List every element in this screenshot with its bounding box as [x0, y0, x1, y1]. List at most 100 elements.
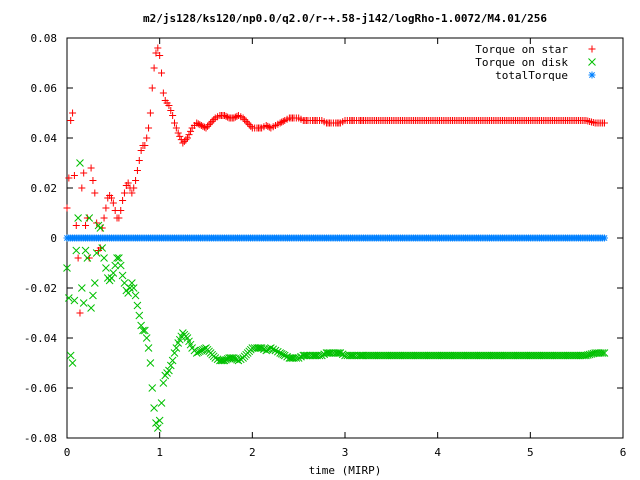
data-point — [115, 214, 123, 222]
data-point — [168, 356, 177, 365]
data-point — [457, 351, 466, 360]
data-point — [200, 123, 208, 131]
data-point — [324, 349, 332, 357]
data-point — [300, 351, 309, 360]
data-point — [376, 351, 385, 360]
legend-label: Torque on disk — [475, 56, 568, 69]
data-point — [150, 404, 158, 412]
x-tick-label: 1 — [156, 446, 163, 459]
data-point — [89, 177, 97, 184]
data-point — [124, 179, 132, 187]
data-point — [402, 351, 411, 360]
data-point — [556, 351, 564, 360]
data-point — [170, 119, 178, 127]
data-point — [437, 351, 446, 360]
data-point — [498, 351, 507, 360]
data-point — [394, 351, 403, 360]
data-point — [336, 349, 345, 357]
data-point — [422, 351, 431, 360]
data-point — [194, 120, 202, 128]
data-point — [359, 351, 368, 360]
data-point — [541, 351, 550, 360]
data-point — [278, 118, 286, 126]
data-point — [280, 351, 289, 360]
data-point — [183, 134, 191, 142]
data-point — [247, 122, 255, 130]
data-point — [182, 136, 190, 144]
data-point — [107, 194, 115, 202]
data-point — [153, 424, 162, 432]
data-point — [591, 349, 600, 357]
data-point — [550, 351, 559, 360]
data-point — [430, 351, 438, 360]
data-point — [409, 351, 418, 360]
data-point — [143, 134, 151, 142]
data-point — [63, 264, 71, 272]
data-point — [245, 121, 253, 129]
data-point — [217, 356, 226, 365]
data-point — [197, 122, 205, 129]
data-point — [413, 351, 422, 360]
data-point — [311, 351, 320, 360]
data-point — [165, 366, 173, 375]
legend-marker — [588, 71, 596, 79]
data-point — [600, 119, 608, 127]
data-point — [470, 351, 479, 360]
data-point — [132, 177, 140, 184]
data-point — [450, 351, 459, 360]
data-point — [443, 351, 451, 360]
data-point — [478, 351, 487, 360]
data-point — [91, 189, 99, 197]
data-point — [118, 271, 127, 280]
data-point — [154, 44, 162, 52]
data-point — [545, 351, 553, 360]
data-point — [69, 109, 77, 117]
data-point — [228, 354, 237, 362]
data-point — [595, 349, 603, 357]
data-point — [221, 112, 229, 119]
data-point — [465, 351, 474, 360]
data-point — [439, 351, 448, 360]
data-point — [539, 351, 548, 360]
data-point — [150, 64, 158, 72]
data-point — [98, 244, 107, 252]
data-point — [180, 137, 188, 145]
data-point — [574, 351, 583, 360]
data-point — [81, 246, 90, 255]
data-point — [207, 119, 215, 127]
data-point — [489, 351, 498, 360]
data-point — [411, 351, 420, 360]
data-point — [174, 129, 182, 137]
data-point — [474, 351, 483, 360]
data-point — [78, 184, 86, 192]
data-point — [543, 351, 551, 360]
data-point — [519, 351, 527, 360]
data-point — [448, 351, 457, 360]
data-point — [393, 351, 401, 360]
data-point — [383, 351, 392, 360]
data-point — [64, 294, 73, 302]
data-point — [596, 349, 605, 357]
data-point — [152, 419, 160, 427]
y-axis: -0.08 -0.06 -0.04 -0.02 0 0.02 0.04 0.06 0.08 — [24, 32, 623, 445]
data-point — [310, 351, 318, 360]
data-point — [90, 279, 99, 287]
data-point — [396, 351, 405, 360]
data-point — [63, 204, 71, 212]
data-point — [461, 351, 470, 360]
data-point — [472, 351, 481, 360]
data-point — [509, 351, 518, 360]
data-point — [593, 349, 601, 357]
data-point — [459, 351, 468, 360]
data-point — [494, 351, 503, 360]
data-point — [444, 351, 453, 360]
y-tick-label: 0.08 — [31, 32, 58, 45]
data-point — [111, 261, 120, 270]
data-point — [496, 351, 505, 360]
data-point — [435, 351, 444, 360]
data-point — [567, 351, 575, 360]
series-2 — [63, 234, 608, 242]
data-point — [257, 344, 266, 352]
data-point — [133, 301, 142, 310]
